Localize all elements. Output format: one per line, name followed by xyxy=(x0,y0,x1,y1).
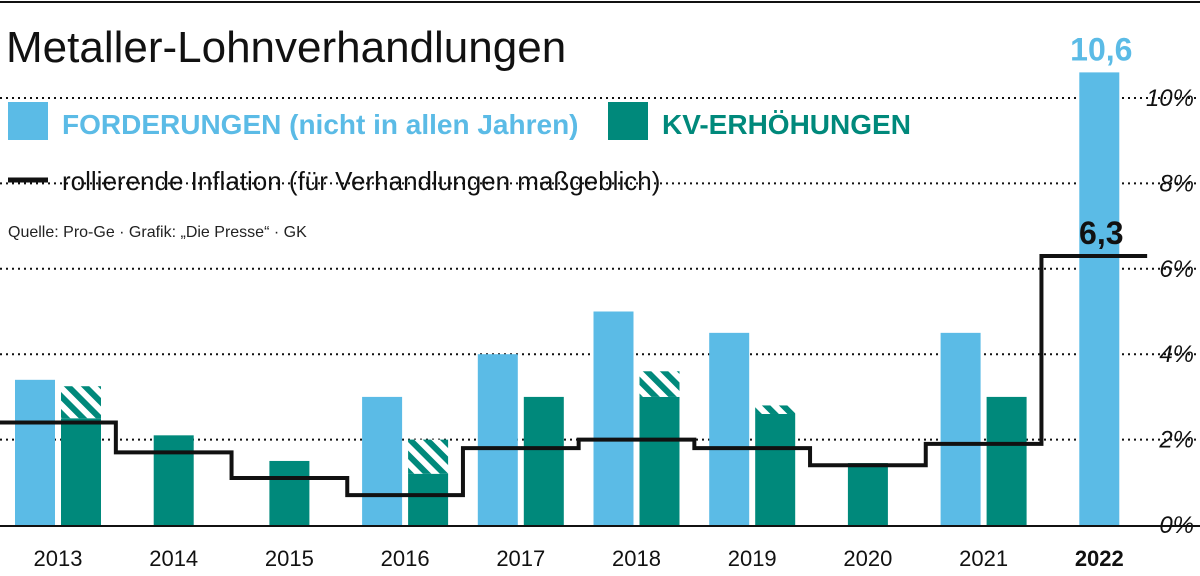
bar-kv-2019 xyxy=(755,413,796,525)
inflation-step-line xyxy=(0,253,1148,498)
legend-label-forderungen: FORDERUNGEN (nicht in allen Jahren) xyxy=(62,109,579,140)
legend: FORDERUNGEN (nicht in allen Jahren) KV-E… xyxy=(8,102,911,196)
y-tick-label: 6% xyxy=(1159,256,1194,283)
legend-label-inflation: rollierende Inflation (für Verhandlungen… xyxy=(62,166,660,196)
bar-forderungen-2013 xyxy=(15,379,55,525)
legend-swatch-kv xyxy=(608,102,648,140)
bar-forderungen-2017 xyxy=(477,354,518,525)
bar-kv-2016 xyxy=(408,473,449,525)
x-tick-label: 2017 xyxy=(496,546,545,571)
source-note: Quelle: Pro-Ge · Grafik: „Die Presse“ · … xyxy=(8,224,307,241)
inflation-line xyxy=(0,253,1148,498)
data-label-inflation: 6,3 xyxy=(1079,215,1123,251)
legend-label-kv: KV-ERHÖHUNGEN xyxy=(662,109,911,140)
y-tick-label: 2% xyxy=(1158,427,1194,454)
legend-swatch-forderungen xyxy=(8,102,48,140)
bar-kv-2018 xyxy=(639,396,680,525)
data-labels: 10,6 6,3 xyxy=(1070,31,1132,251)
bar-kv-hatched-2019 xyxy=(755,405,796,414)
bar-kv-2013 xyxy=(61,418,101,525)
y-tick-label: 8% xyxy=(1159,170,1194,197)
x-tick-label: 2020 xyxy=(843,546,892,571)
x-axis-ticks: 2013 2014 2015 2016 2017 2018 2019 2020 2021 2022 xyxy=(0,525,1200,571)
bar-kv-hatched-2013 xyxy=(61,386,101,419)
bar-forderungen-2022 xyxy=(1079,72,1120,525)
y-tick-label: 10% xyxy=(1146,85,1194,112)
y-axis-ticks: 0%2%4%6%8%10% xyxy=(1146,85,1194,539)
bar-kv-2017 xyxy=(523,396,564,525)
bar-kv-2014 xyxy=(153,435,194,525)
x-tick-label: 2013 xyxy=(34,546,83,571)
bar-kv-hatched-2018 xyxy=(639,371,680,397)
bar-forderungen-2018 xyxy=(593,311,634,525)
x-tick-label: 2016 xyxy=(381,546,430,571)
bar-kv-hatched-2016 xyxy=(408,439,449,474)
x-tick-label: 2018 xyxy=(612,546,661,571)
bar-kv-2020 xyxy=(847,463,888,525)
x-tick-label: 2015 xyxy=(265,546,314,571)
chart-title: Metaller-Lohnverhandlungen xyxy=(6,23,566,72)
bar-forderungen-2019 xyxy=(709,332,750,525)
x-tick-label: 2014 xyxy=(149,546,198,571)
data-label-forderungen: 10,6 xyxy=(1070,31,1132,67)
x-tick-label: 2019 xyxy=(728,546,777,571)
bar-kv-2021 xyxy=(986,396,1027,525)
bar-forderungen-2021 xyxy=(940,332,981,525)
bars xyxy=(15,72,1120,525)
y-tick-label: 4% xyxy=(1159,341,1194,368)
x-tick-label: 2022 xyxy=(1075,546,1124,571)
bar-kv-2015 xyxy=(269,460,310,525)
x-tick-label: 2021 xyxy=(959,546,1008,571)
bar-forderungen-2016 xyxy=(362,396,403,525)
